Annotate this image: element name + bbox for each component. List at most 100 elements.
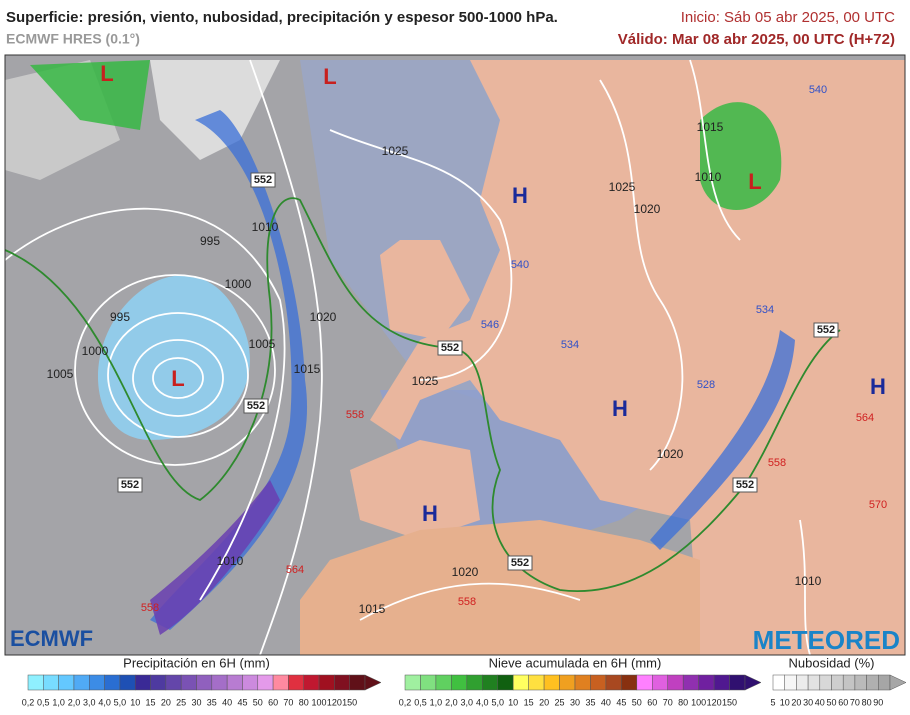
legend-label: 80	[299, 697, 309, 707]
legend-swatch	[73, 674, 90, 691]
legend-label: 3,0	[83, 697, 96, 707]
thickness-box	[250, 172, 276, 188]
legend-label: 35	[585, 697, 595, 707]
thickness-box	[813, 322, 839, 338]
legend-label: 0,2	[22, 697, 35, 707]
thickness-label: 558	[141, 602, 159, 614]
legend-swatch	[605, 674, 622, 691]
legend-label: 5,0	[491, 697, 504, 707]
legend-title: Nubosidad (%)	[789, 655, 875, 670]
legend-label: 15	[524, 697, 534, 707]
thickness-box	[437, 340, 463, 356]
legend-label: 30	[570, 697, 580, 707]
isobar-label: 1010	[795, 574, 822, 588]
thickness-label: 564	[856, 412, 874, 424]
legend-label: 70	[283, 697, 293, 707]
legend-swatch	[272, 674, 289, 691]
init-time: Inicio: Sáb 05 abr 2025, 00 UTC	[681, 9, 895, 26]
legend-label: 4,0	[476, 697, 489, 707]
legend-swatch	[807, 674, 821, 691]
land-africa	[300, 520, 700, 655]
thickness-label: 552	[511, 557, 529, 569]
legend-swatch	[288, 674, 304, 691]
legend-label: 60	[647, 697, 657, 707]
legend-arrow	[889, 674, 907, 691]
ecmwf-logo: ECMWF	[10, 626, 93, 651]
legend-swatch	[89, 674, 105, 691]
isobar-label: 995	[110, 310, 130, 324]
legend-swatch	[842, 674, 856, 691]
legend-label: 90	[873, 697, 883, 707]
isobar-label: 1000	[225, 277, 252, 291]
thickness-box	[507, 555, 533, 571]
legend-label: 150	[342, 697, 357, 707]
pressure-center: H	[870, 374, 886, 399]
isobar-label: 1020	[657, 447, 684, 461]
precip-heavy	[150, 480, 280, 635]
thickness-label: 570	[869, 499, 887, 511]
thickness-label: 552	[247, 400, 265, 412]
thickness-box	[117, 477, 143, 493]
pressure-center: L	[323, 64, 336, 89]
legends: Precipitación en 6H (mm)0,2 0,5 1,0 2,0 3,0 4…	[22, 655, 907, 707]
thickness-label: 558	[768, 457, 786, 469]
pressure-center: L	[748, 169, 761, 194]
legend-swatch	[119, 674, 136, 691]
legend-label: 100	[312, 697, 327, 707]
thickness-552-line	[5, 197, 841, 592]
legend-swatch	[574, 674, 591, 691]
thickness-label: 558	[458, 596, 476, 608]
title: Superficie: presión, viento, nubosidad, …	[6, 9, 558, 26]
legend-swatch	[180, 674, 197, 691]
legend-swatch	[257, 674, 274, 691]
thickness-label: 534	[756, 304, 774, 316]
legend-arrow	[744, 674, 762, 691]
legend-swatch	[512, 674, 529, 691]
legend-label: 15	[146, 697, 156, 707]
legend-label: 25	[555, 697, 565, 707]
legend-label: 5	[770, 697, 775, 707]
isobar-label: 1025	[609, 180, 636, 194]
legend-swatch	[878, 674, 891, 691]
legend-swatch	[831, 674, 844, 691]
legend-swatch	[796, 674, 809, 691]
isobar-label: 1005	[47, 367, 74, 381]
legend-label: 70	[850, 697, 860, 707]
legend-swatch	[451, 674, 468, 691]
land-british-isles	[380, 240, 470, 340]
isobar-label: 1015	[359, 602, 386, 616]
legend-label: 2,0	[445, 697, 458, 707]
precip-east	[650, 330, 795, 550]
legend-swatch	[318, 674, 335, 691]
isobar-label: 1015	[697, 120, 724, 134]
legend-swatch	[784, 674, 797, 691]
meteored-logo: METEORED	[753, 625, 900, 655]
legend-swatch	[435, 674, 452, 691]
isobar-label: 1020	[452, 565, 479, 579]
legend-label: 5,0	[114, 697, 127, 707]
legend-label: 50	[826, 697, 836, 707]
legend-swatch	[27, 674, 44, 691]
isobar-label: 1020	[634, 202, 661, 216]
isobar-label: 1025	[412, 374, 439, 388]
legend-label: 40	[601, 697, 611, 707]
pressure-center: H	[422, 501, 438, 526]
legend-label: 2,0	[68, 697, 81, 707]
thickness-box	[243, 398, 269, 414]
legend-swatch	[165, 674, 182, 691]
legend-swatch	[682, 674, 699, 691]
legend-swatch	[667, 674, 684, 691]
legend-label: 60	[268, 697, 278, 707]
legend-label: 20	[791, 697, 801, 707]
legend-swatch	[349, 674, 366, 691]
legend-label: 20	[539, 697, 549, 707]
legend-label: 70	[663, 697, 673, 707]
legend-label: 1,0	[430, 697, 443, 707]
legend-label: 20	[161, 697, 171, 707]
legend-label: 0,5	[414, 697, 427, 707]
isobar-label: 1010	[252, 220, 279, 234]
legend-swatch	[866, 674, 879, 691]
isobar-label: 995	[200, 234, 220, 248]
legend-label: 40	[815, 697, 825, 707]
legend-label: 45	[237, 697, 247, 707]
